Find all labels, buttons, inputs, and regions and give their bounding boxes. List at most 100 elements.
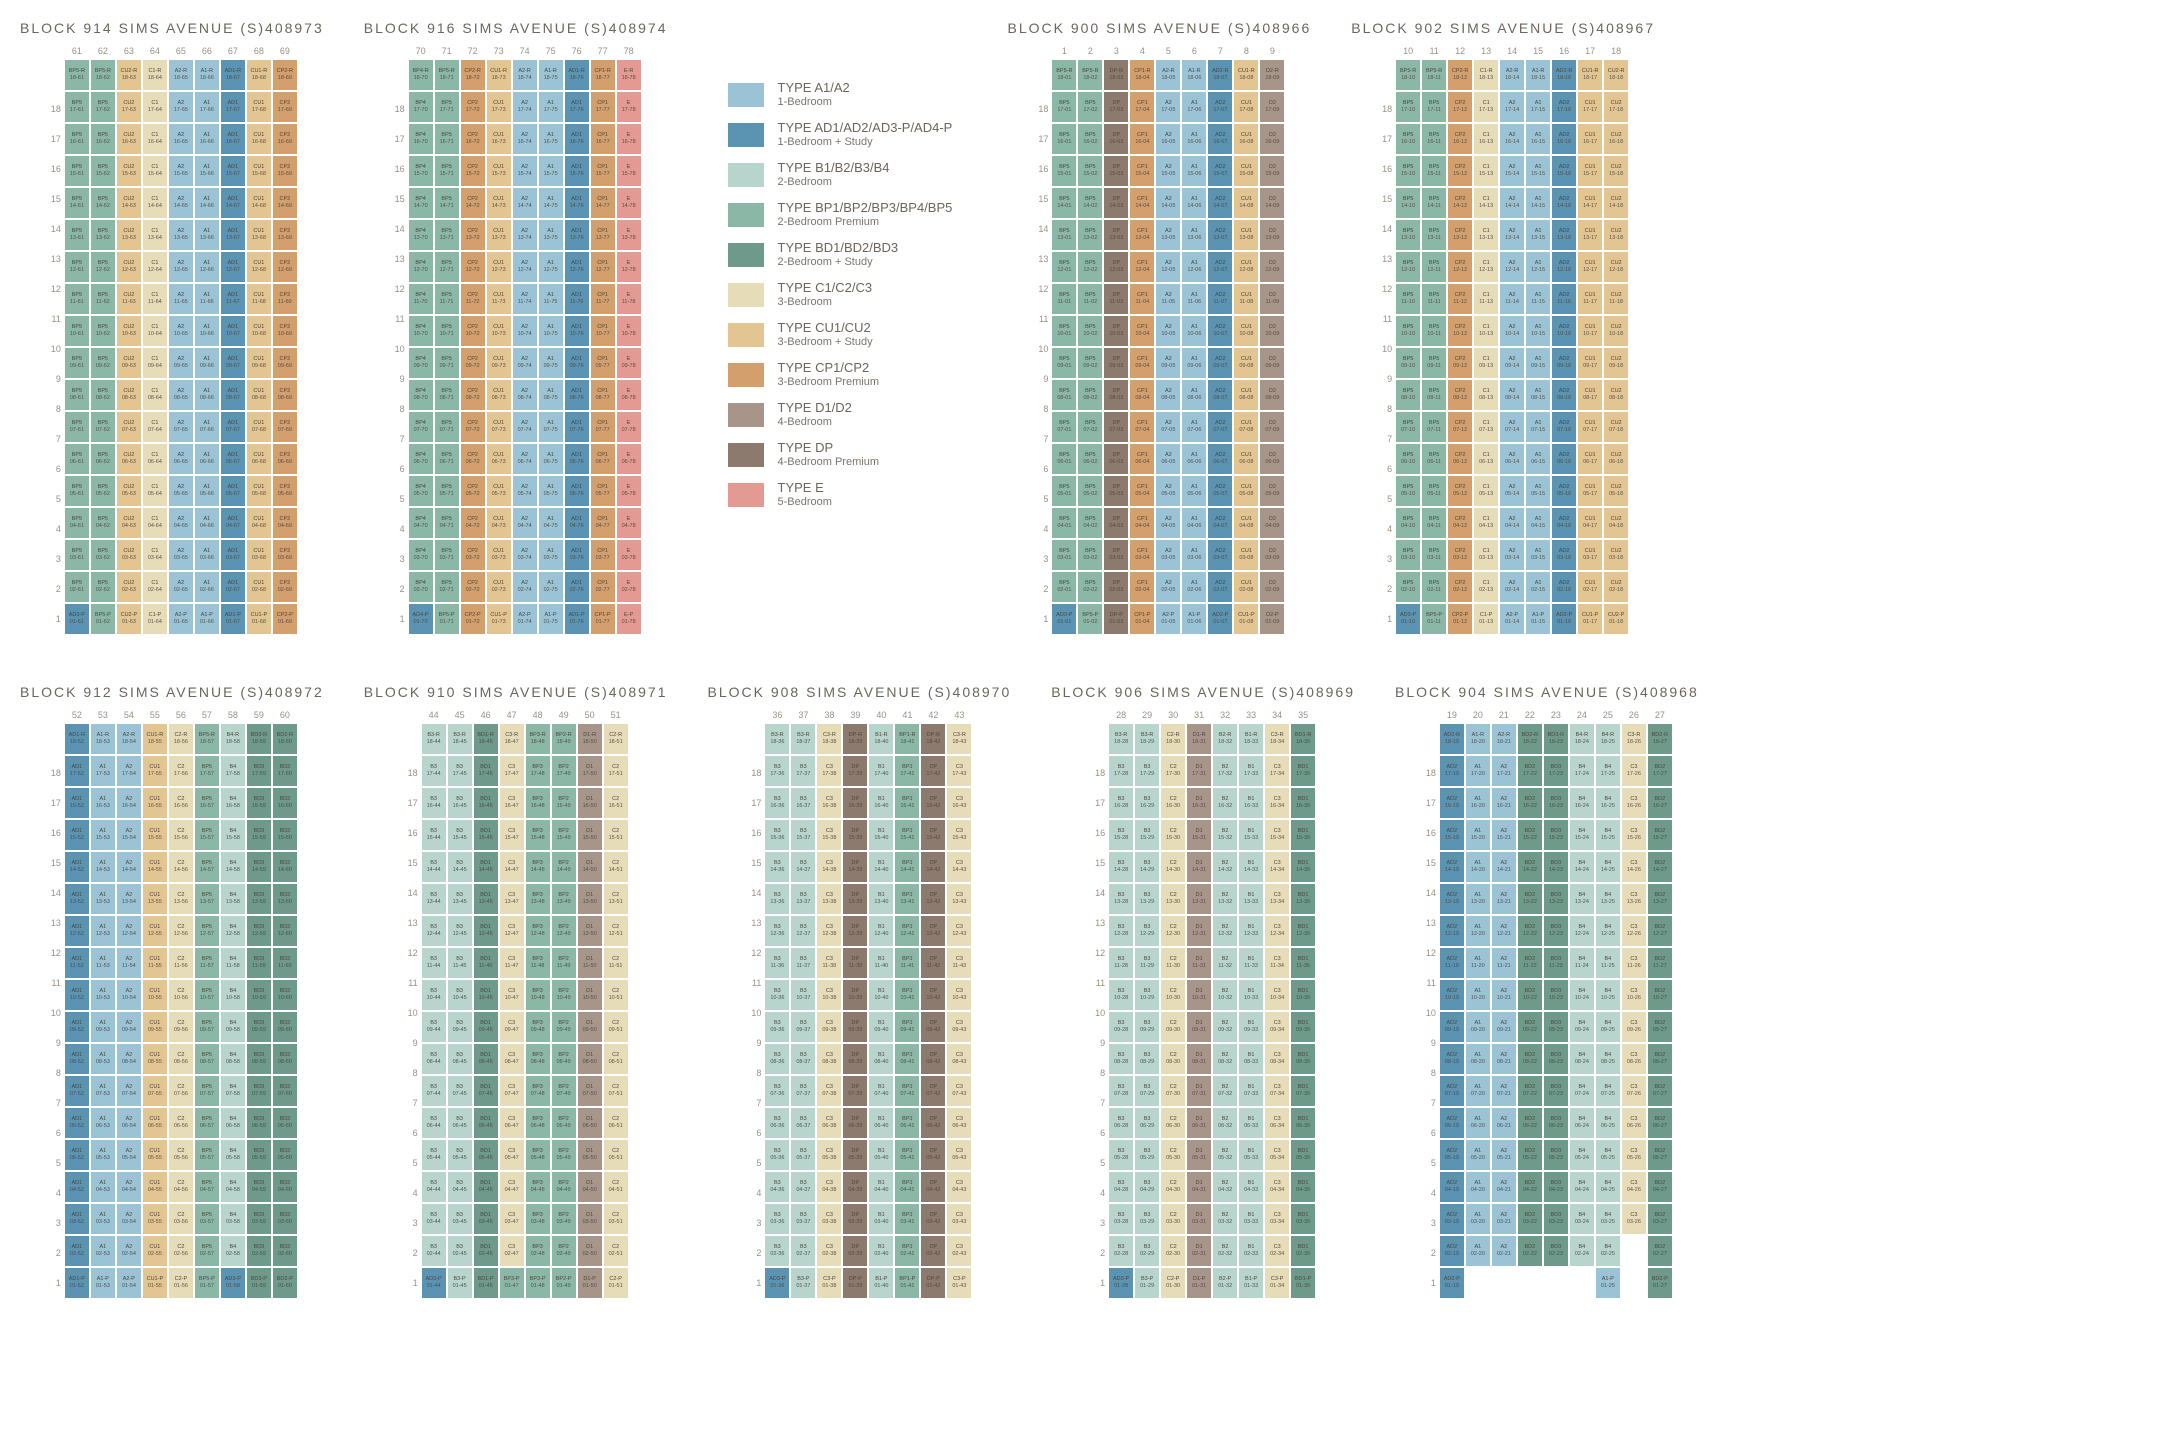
unit-type: A2 — [1501, 1180, 1508, 1187]
unit-grid: B3-R18-28B3-R18-29C2-R18-30D1-R18-31B2-R… — [1109, 724, 1315, 1298]
unit-cell: AD208-16 — [1552, 380, 1576, 410]
unit-type: CU2 — [123, 516, 134, 523]
unit-number: 15-48 — [531, 835, 545, 842]
unit-number: 17-48 — [531, 771, 545, 778]
unit-number: 16-19 — [1445, 803, 1459, 810]
unit-number: 07-74 — [518, 427, 532, 434]
unit-type: BD1-P — [1295, 1276, 1311, 1283]
unit-type: D2-R — [1266, 68, 1279, 75]
unit-cell: C313-38 — [817, 884, 841, 914]
unit-cell: AD205-19 — [1440, 1140, 1464, 1170]
unit-cell: AD212-19 — [1440, 916, 1464, 946]
row-number: 8 — [747, 1058, 761, 1088]
unit-number: 03-42 — [926, 1219, 940, 1226]
unit-cell: C312-43 — [947, 916, 971, 946]
unit-number: 12-18 — [1609, 267, 1623, 274]
unit-cell: A113-53 — [91, 884, 115, 914]
unit-cell: BP504-11 — [1422, 508, 1446, 538]
unit-cell: A2-P01-74 — [513, 604, 537, 634]
unit-type: BP5 — [1059, 484, 1069, 491]
unit-cell: DP08-42 — [921, 1044, 945, 1074]
unit-type: A2 — [1509, 292, 1516, 299]
unit-number: 12-02 — [1083, 267, 1097, 274]
unit-type: BD1 — [480, 1212, 491, 1219]
unit-type: CU2 — [1611, 388, 1622, 395]
unit-type: BP2 — [558, 1180, 568, 1187]
unit-type: CU2 — [123, 196, 134, 203]
unit-type: D2 — [1269, 164, 1276, 171]
unit-type: BD2 — [280, 1244, 291, 1251]
row-number: 15 — [47, 184, 61, 214]
unit-type: A2-R — [518, 68, 531, 75]
unit-type: B4 — [1605, 1052, 1612, 1059]
unit-type: BD3 — [1551, 796, 1562, 803]
unit-type: BD2 — [1655, 988, 1666, 995]
unit-type: CU1 — [253, 228, 264, 235]
unit-type: CP2 — [280, 228, 291, 235]
unit-number: 16-12 — [1453, 139, 1467, 146]
unit-type: C3 — [826, 860, 833, 867]
unit-cell: DP08-03 — [1104, 380, 1128, 410]
column-header: 78 — [617, 46, 641, 60]
unit-type: C2 — [612, 764, 619, 771]
unit-number: 10-27 — [1653, 995, 1667, 1002]
legend-desc: 3-Bedroom + Study — [778, 335, 873, 350]
unit-cell: BP510-11 — [1422, 316, 1446, 346]
unit-number: 02-54 — [122, 1251, 136, 1258]
column-header: 18 — [1604, 46, 1628, 60]
unit-number: 10-49 — [557, 995, 571, 1002]
unit-cell: D115-50 — [578, 820, 602, 850]
unit-type: CU1 — [253, 292, 264, 299]
unit-cell: BP209-49 — [552, 1012, 576, 1042]
unit-number: 12-22 — [1523, 931, 1537, 938]
unit-type: A1 — [100, 1212, 107, 1219]
column-headers: 707172737475767778 — [409, 46, 641, 60]
unit-number: 18-44 — [427, 739, 441, 746]
unit-type: A1 — [100, 828, 107, 835]
unit-number: 01-29 — [1140, 1283, 1154, 1290]
unit-type: BP5 — [202, 892, 212, 899]
unit-type: CP2 — [467, 164, 478, 171]
row-number: 7 — [47, 1088, 61, 1118]
unit-number: 14-24 — [1575, 867, 1589, 874]
unit-number: 05-61 — [70, 491, 84, 498]
unit-type: BP3 — [532, 956, 542, 963]
unit-cell: A208-21 — [1492, 1044, 1516, 1074]
unit-type: C2 — [612, 988, 619, 995]
unit-number: 10-24 — [1575, 995, 1589, 1002]
unit-cell: CP2-P01-12 — [1448, 604, 1472, 634]
unit-number: 09-07 — [1213, 363, 1227, 370]
unit-type: A1 — [204, 388, 211, 395]
unit-cell: DP05-39 — [843, 1140, 867, 1170]
unit-type: CU1 — [1585, 516, 1596, 523]
unit-type: A2 — [1165, 324, 1172, 331]
unit-cell: BD210-27 — [1648, 980, 1672, 1010]
unit-cell: BP515-02 — [1078, 156, 1102, 186]
legend-text: TYPE B1/B2/B3/B42-Bedroom — [778, 160, 890, 190]
row-number: 5 — [1091, 1148, 1105, 1178]
row-number: 7 — [747, 1088, 761, 1118]
unit-number: 15-22 — [1523, 835, 1537, 842]
unit-type: A1 — [1191, 164, 1198, 171]
unit-type: E — [627, 324, 631, 331]
unit-type: A2 — [126, 1148, 133, 1155]
unit-cell: BD206-22 — [1518, 1108, 1542, 1138]
unit-number: 16-37 — [796, 803, 810, 810]
unit-type: BP4 — [415, 132, 425, 139]
unit-number: 07-06 — [1187, 427, 1201, 434]
row-number: 9 — [47, 364, 61, 394]
unit-type: A1 — [1475, 828, 1482, 835]
unit-number: 06-25 — [1601, 1123, 1615, 1130]
unit-type: AD3-P — [426, 1276, 442, 1283]
unit-cell: BP208-49 — [552, 1044, 576, 1074]
unit-type: A1 — [1191, 516, 1198, 523]
unit-cell: AD117-67 — [221, 92, 245, 122]
unit-type: DP — [852, 1244, 860, 1251]
unit-number: 04-14 — [1505, 523, 1519, 530]
unit-type: BD1 — [1298, 1116, 1309, 1123]
unit-number: 16-77 — [596, 139, 610, 146]
row-number: 15 — [1091, 848, 1105, 878]
unit-cell: B110-40 — [869, 980, 893, 1010]
unit-number: 17-44 — [427, 771, 441, 778]
unit-type: CU2 — [123, 484, 134, 491]
